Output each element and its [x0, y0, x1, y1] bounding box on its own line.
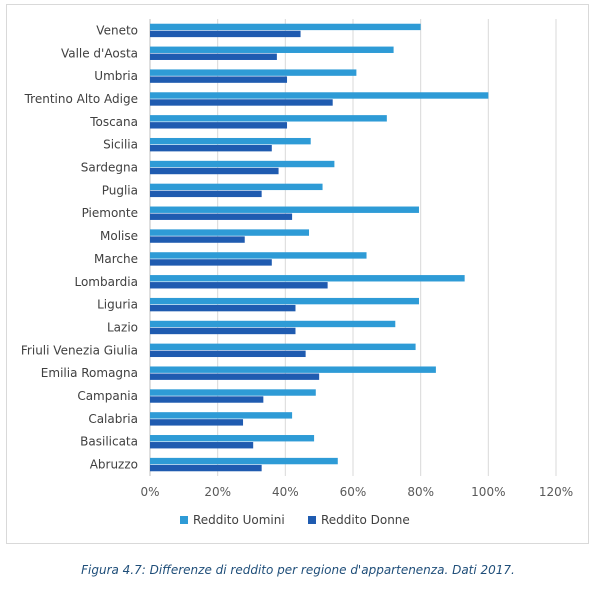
bar-donne — [150, 236, 245, 243]
y-category-label: Puglia — [102, 183, 138, 197]
x-tick-label: 100% — [471, 485, 505, 499]
y-category-label: Toscana — [89, 115, 138, 129]
legend-swatch — [180, 516, 188, 524]
y-category-label: Umbria — [94, 69, 138, 83]
legend-label: Reddito Uomini — [193, 513, 285, 527]
y-category-label: Abruzzo — [90, 458, 138, 472]
y-category-label: Friuli Venezia Giulia — [21, 343, 138, 357]
bar-uomini — [150, 412, 293, 419]
bar-uomini — [150, 23, 421, 31]
bar-donne — [150, 76, 288, 83]
bar-uomini — [150, 275, 465, 282]
bar-uomini — [150, 297, 419, 305]
x-tick-label: 40% — [272, 485, 299, 499]
bar-donne — [150, 53, 277, 60]
x-tick-label: 60% — [340, 485, 367, 499]
y-category-label: Calabria — [88, 412, 138, 426]
bar-uomini — [150, 435, 315, 442]
bar-uomini — [150, 343, 416, 351]
y-category-label: Basilicata — [80, 435, 138, 449]
y-category-label: Campania — [77, 389, 138, 403]
x-tick-label: 0% — [140, 485, 159, 499]
y-category-label: Piemonte — [82, 206, 138, 220]
bar-donne — [150, 396, 264, 403]
bar-donne — [150, 327, 296, 335]
bar-donne — [150, 213, 293, 220]
y-category-label: Liguria — [97, 298, 138, 312]
bar-donne — [150, 442, 254, 449]
bar-donne — [150, 419, 244, 426]
x-tick-label: 120% — [539, 485, 573, 499]
bar-donne — [150, 373, 320, 380]
bar-uomini — [150, 115, 387, 122]
bar-donne — [150, 99, 333, 106]
bar-uomini — [150, 320, 396, 328]
bar-donne — [150, 350, 306, 358]
bar-donne — [150, 282, 328, 289]
y-category-label: Molise — [100, 229, 138, 243]
bar-uomini — [150, 46, 394, 53]
y-category-label: Veneto — [96, 23, 138, 37]
bar-uomini — [150, 69, 357, 76]
x-tick-label: 20% — [204, 485, 231, 499]
bar-uomini — [150, 183, 323, 191]
bar-donne — [150, 122, 288, 129]
bar-donne — [150, 304, 296, 312]
y-category-label: Emilia Romagna — [41, 366, 138, 380]
bar-donne — [150, 464, 262, 472]
bar-donne — [150, 167, 279, 175]
bar-donne — [150, 144, 272, 152]
bar-donne — [150, 259, 272, 266]
y-category-label: Sicilia — [103, 138, 138, 152]
bar-uomini — [150, 92, 489, 99]
y-category-label: Valle d'Aosta — [61, 46, 138, 60]
x-tick-label: 80% — [407, 485, 434, 499]
bar-uomini — [150, 137, 311, 145]
bar-uomini — [150, 229, 310, 236]
y-category-label: Lombardia — [74, 275, 138, 289]
y-category-label: Sardegna — [81, 161, 138, 175]
y-category-label: Trentino Alto Adige — [24, 92, 138, 106]
y-category-label: Lazio — [107, 320, 138, 334]
bar-uomini — [150, 160, 335, 168]
y-category-label: Marche — [94, 252, 138, 266]
bar-chart: 0% 20% 40% 60% 80% 100% 120% Veneto Valle d'Aost… — [21, 19, 573, 527]
figure-caption: Figura 4.7: Differenze di reddito per re… — [81, 563, 515, 577]
legend-swatch — [308, 516, 316, 524]
bar-uomini — [150, 206, 419, 213]
bar-donne — [150, 190, 262, 198]
bar-uomini — [150, 389, 316, 396]
bar-uomini — [150, 252, 367, 259]
bar-uomini — [150, 366, 436, 373]
bar-uomini — [150, 457, 338, 465]
bar-donne — [150, 30, 301, 38]
legend-label: Reddito Donne — [321, 513, 410, 527]
